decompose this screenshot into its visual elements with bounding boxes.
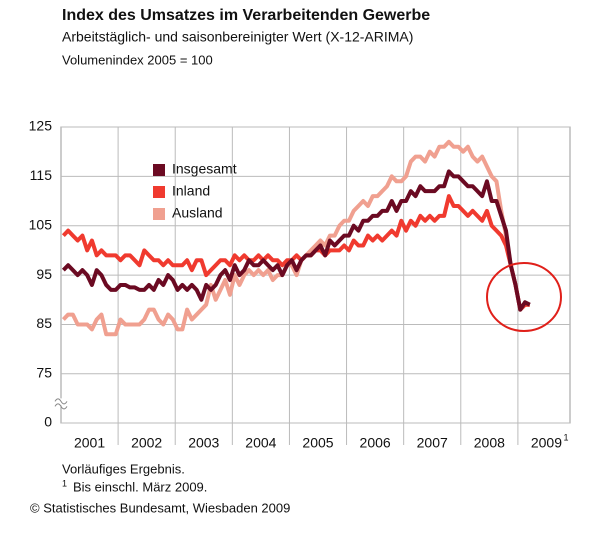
unit-note: Volumenindex 2005 = 100 <box>62 52 213 67</box>
y-tick-label: 0 <box>44 414 52 430</box>
y-tick-label: 85 <box>36 315 52 331</box>
legend-label: Insgesamt <box>172 161 237 177</box>
axis-break <box>54 398 68 410</box>
legend-swatch <box>153 186 165 198</box>
source: © Statistisches Bundesamt, Wiesbaden 200… <box>30 500 290 515</box>
series-line <box>61 139 530 337</box>
x-tick-label: 2004 <box>245 435 276 451</box>
y-tick-label: 115 <box>30 167 53 183</box>
footnote-mark: 1 <box>62 478 67 488</box>
y-tick-label: 95 <box>36 266 52 282</box>
x-tick-label: 2007 <box>417 435 448 451</box>
y-tick-label: 105 <box>29 216 53 232</box>
x-tick-label: 2001 <box>74 435 105 451</box>
y-tick-label: 75 <box>36 365 52 381</box>
x-tick-label: 2009 <box>531 435 562 451</box>
x-tick-label: 2008 <box>474 435 505 451</box>
series-line <box>61 169 531 312</box>
x-tick-label: 2003 <box>188 435 219 451</box>
chart-subtitle: Arbeitstäglich- und saisonbereinigter We… <box>62 29 413 45</box>
series-line <box>61 194 530 312</box>
y-tick-label: 125 <box>29 118 53 134</box>
x-tick-label: 2005 <box>302 435 333 451</box>
x-footnote-mark: 1 <box>563 432 568 442</box>
x-tick-label: 2006 <box>360 435 391 451</box>
footnote: Vorläufiges Ergebnis. <box>62 461 185 476</box>
chart-title: Index des Umsatzes im Verarbeitenden Gew… <box>62 7 430 24</box>
legend-label: Inland <box>172 183 210 199</box>
highlight-circle <box>486 262 562 332</box>
legend-label: Ausland <box>172 205 223 221</box>
legend-swatch <box>153 164 165 176</box>
footnote: Bis einschl. März 2009. <box>73 479 207 494</box>
x-tick-label: 2002 <box>131 435 162 451</box>
legend-swatch <box>153 208 165 220</box>
